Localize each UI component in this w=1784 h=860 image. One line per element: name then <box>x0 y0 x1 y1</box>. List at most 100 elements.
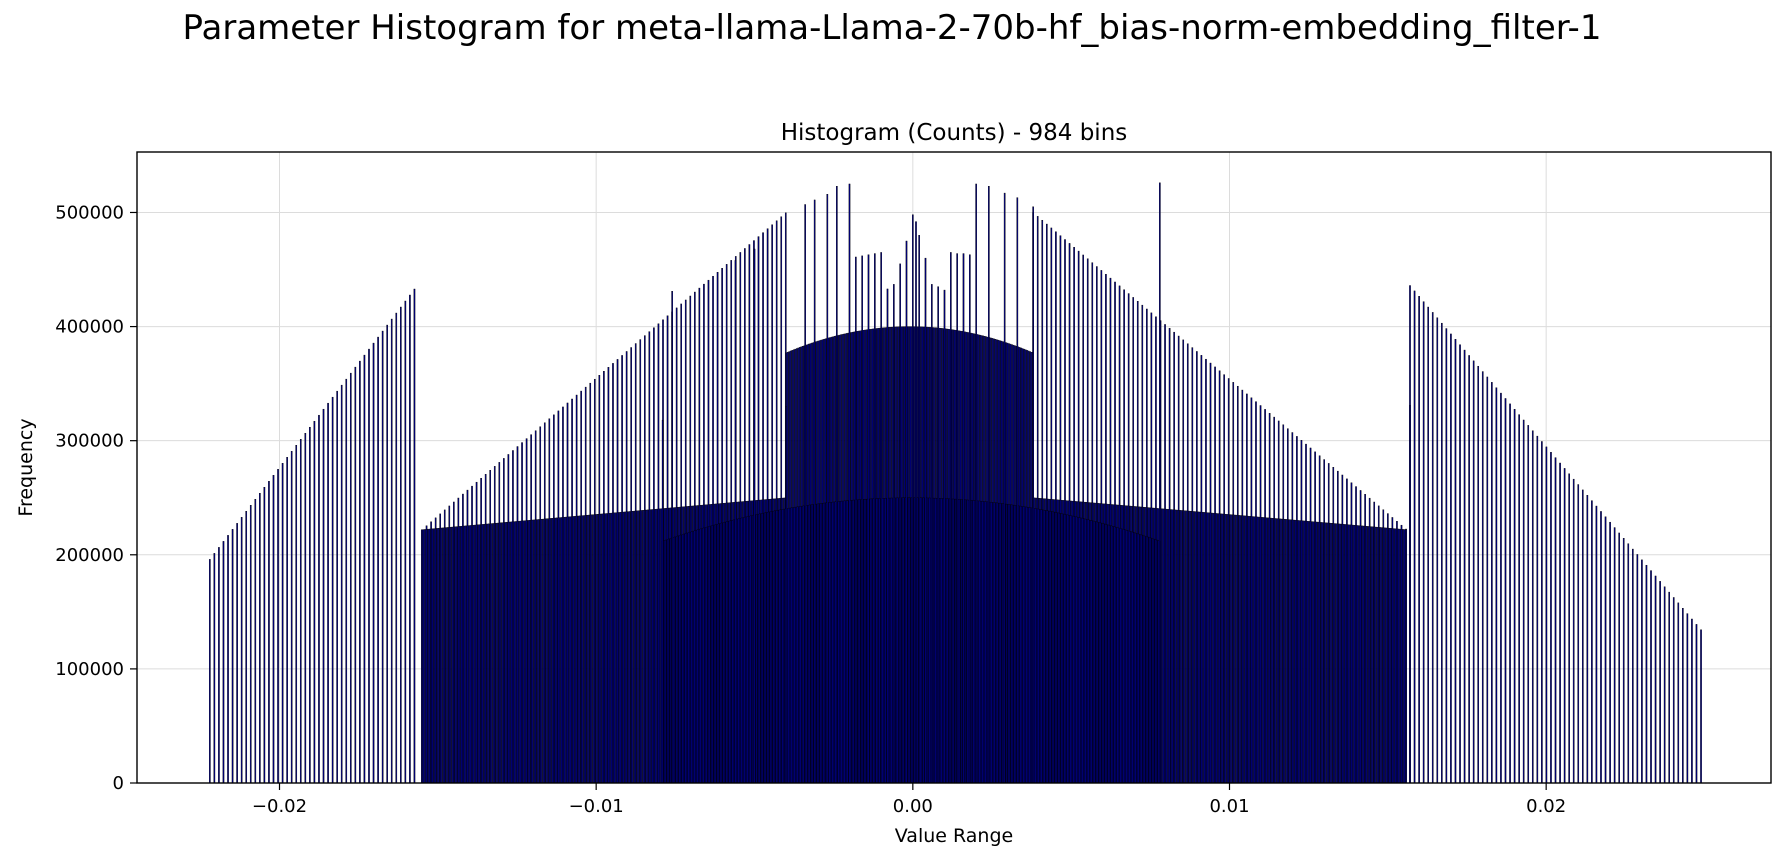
histogram-bar <box>272 475 275 784</box>
histogram-bar <box>704 527 706 784</box>
histogram-bar <box>1396 528 1398 784</box>
histogram-bar <box>1235 514 1238 784</box>
histogram-bar <box>1112 526 1114 784</box>
histogram-bar <box>1376 526 1379 784</box>
histogram-bar <box>904 497 906 784</box>
histogram-bar <box>1271 518 1274 784</box>
histogram-bar <box>1695 624 1698 784</box>
histogram-bar <box>755 514 758 784</box>
histogram-bar <box>972 500 975 784</box>
histogram-bar <box>1197 511 1200 784</box>
histogram-bar <box>1340 523 1342 784</box>
histogram-bar <box>510 521 513 784</box>
histogram-bar <box>1306 520 1309 784</box>
histogram-bar <box>477 524 479 784</box>
histogram-bar <box>965 499 967 784</box>
histogram-bar <box>1347 524 1350 784</box>
histogram-bar <box>753 248 756 784</box>
histogram-bar <box>574 516 576 784</box>
histogram-bar <box>501 522 504 784</box>
histogram-bar <box>430 528 432 784</box>
histogram-bar <box>1220 513 1222 784</box>
histogram-bar <box>828 502 831 784</box>
histogram-bar <box>751 515 753 784</box>
histogram-bar <box>988 186 990 784</box>
histogram-bar <box>1283 519 1286 784</box>
histogram-bar <box>956 253 958 784</box>
histogram-bar <box>1209 512 1212 784</box>
histogram-bar <box>952 498 955 784</box>
histogram-bar <box>462 525 464 784</box>
histogram-bar <box>548 518 551 784</box>
histogram-bar <box>572 516 575 784</box>
histogram-bar <box>1654 575 1657 784</box>
histogram-bar <box>1162 508 1165 784</box>
histogram-bar <box>1217 513 1219 784</box>
histogram-bar <box>1427 306 1429 784</box>
y-axis-label: Frequency <box>15 418 37 516</box>
histogram-bar <box>924 257 927 784</box>
histogram-bar <box>763 512 766 784</box>
histogram-bar <box>1051 511 1054 784</box>
histogram-bar <box>559 517 561 784</box>
histogram-bar <box>512 521 514 784</box>
histogram-bar <box>1018 505 1020 784</box>
histogram-bar <box>1280 518 1283 784</box>
histogram-bar <box>1324 522 1327 784</box>
histogram-bar <box>400 306 402 784</box>
histogram-bar <box>254 499 257 784</box>
histogram-bar <box>696 529 699 784</box>
histogram-bar <box>1405 529 1407 784</box>
histogram-bar <box>584 515 587 784</box>
histogram-bar <box>734 260 737 784</box>
histogram-bar <box>1581 489 1584 784</box>
histogram-bar <box>1249 516 1251 784</box>
histogram-bar <box>1677 602 1680 784</box>
histogram-bar <box>1536 435 1539 784</box>
histogram-bar <box>1154 539 1157 784</box>
histogram-bar <box>422 529 425 784</box>
histogram-bar <box>824 502 826 784</box>
histogram-bar <box>1305 520 1307 784</box>
histogram-bar <box>1609 521 1611 784</box>
histogram-bar <box>978 500 981 784</box>
histogram-bar <box>1349 524 1351 784</box>
histogram-bar <box>1600 511 1602 784</box>
histogram-bar <box>1221 513 1224 784</box>
histogram-bar <box>845 500 847 784</box>
histogram-bar <box>951 498 953 784</box>
histogram-bar <box>566 516 569 784</box>
histogram-bar <box>808 504 811 784</box>
histogram-bar <box>804 204 806 784</box>
histogram-bar <box>843 500 846 784</box>
histogram-bar <box>543 518 546 784</box>
histogram-bar <box>687 532 690 784</box>
histogram-bar <box>707 526 709 784</box>
histogram-bar <box>874 253 876 784</box>
histogram-bar <box>1293 519 1295 784</box>
histogram-bar <box>1063 513 1066 784</box>
histogram-bar <box>1591 500 1593 784</box>
x-tick-label: 0.02 <box>1526 796 1566 817</box>
histogram-bar <box>1208 512 1210 784</box>
histogram-bar <box>562 517 564 784</box>
histogram-bar <box>996 502 999 784</box>
histogram-bar <box>1436 317 1439 784</box>
histogram-bar <box>1318 522 1321 784</box>
histogram-bar <box>1054 512 1057 784</box>
histogram-bar <box>425 529 428 784</box>
histogram-bar <box>811 504 814 784</box>
histogram-bar <box>612 512 614 784</box>
histogram-bar <box>533 519 535 784</box>
histogram-bar <box>775 510 778 784</box>
histogram-bar <box>1131 531 1134 784</box>
histogram-bar <box>1060 513 1063 784</box>
histogram-bar <box>1062 513 1064 784</box>
histogram-bar <box>954 498 957 784</box>
histogram-bar <box>1399 528 1401 784</box>
histogram-bar <box>1618 532 1620 784</box>
histogram-bar <box>910 497 913 784</box>
histogram-bar <box>1312 521 1315 784</box>
histogram-bar <box>556 517 558 784</box>
